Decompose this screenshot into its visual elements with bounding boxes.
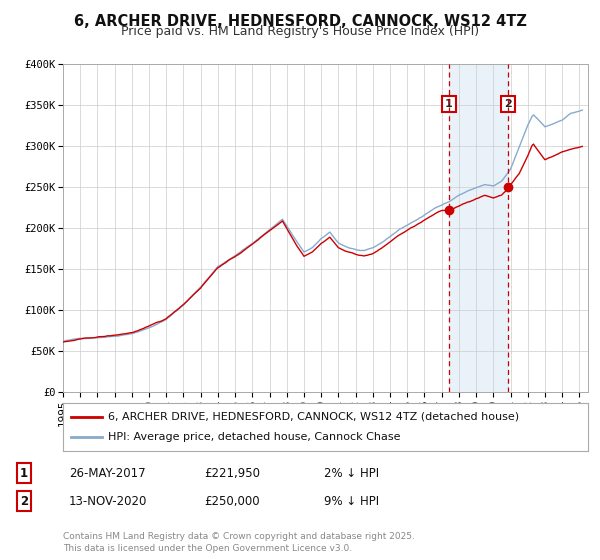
Text: £250,000: £250,000 [204, 494, 260, 508]
Text: Price paid vs. HM Land Registry's House Price Index (HPI): Price paid vs. HM Land Registry's House … [121, 25, 479, 38]
Bar [449, 64, 508, 392]
Text: HPI: Average price, detached house, Cannock Chase: HPI: Average price, detached house, Cann… [107, 432, 400, 442]
Text: Contains HM Land Registry data © Crown copyright and database right 2025.
This d: Contains HM Land Registry data © Crown c… [63, 533, 415, 553]
Text: 13-NOV-2020: 13-NOV-2020 [69, 494, 148, 508]
Text: £221,950: £221,950 [204, 466, 260, 480]
Text: 9% ↓ HPI: 9% ↓ HPI [324, 494, 379, 508]
Text: 6, ARCHER DRIVE, HEDNESFORD, CANNOCK, WS12 4TZ: 6, ARCHER DRIVE, HEDNESFORD, CANNOCK, WS… [74, 14, 526, 29]
Text: 2: 2 [20, 494, 28, 508]
Text: 2% ↓ HPI: 2% ↓ HPI [324, 466, 379, 480]
Text: 1: 1 [20, 466, 28, 480]
Text: 2: 2 [505, 99, 512, 109]
Text: 26-MAY-2017: 26-MAY-2017 [69, 466, 146, 480]
Text: 1: 1 [445, 99, 452, 109]
Text: 6, ARCHER DRIVE, HEDNESFORD, CANNOCK, WS12 4TZ (detached house): 6, ARCHER DRIVE, HEDNESFORD, CANNOCK, WS… [107, 412, 519, 422]
